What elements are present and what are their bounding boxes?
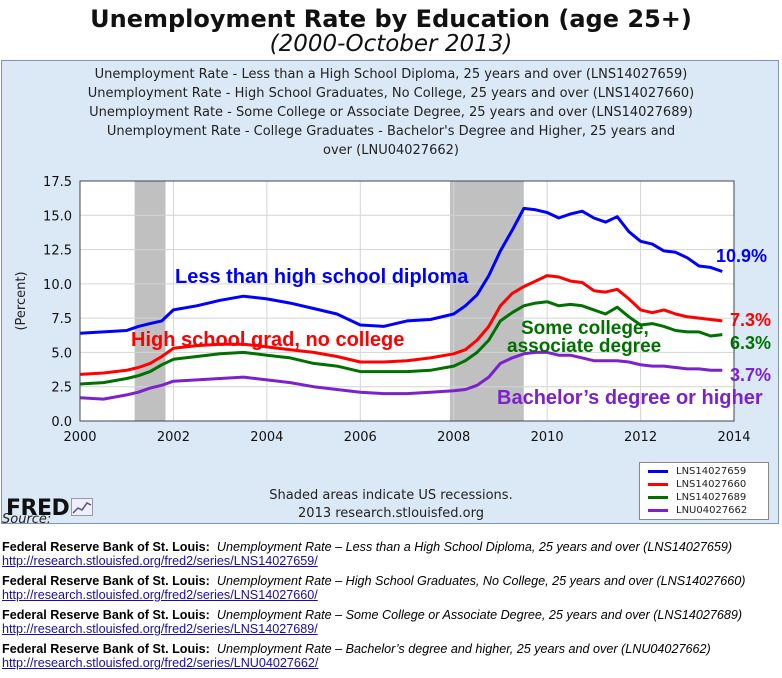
- chart-line-icon: [71, 498, 94, 516]
- source-org: Federal Reserve Bank of St. Louis:: [2, 608, 210, 622]
- legend-label: LNS14027660: [676, 479, 747, 490]
- end-value-label: 6.3%: [730, 333, 771, 353]
- end-value-label: 7.3%: [730, 310, 771, 330]
- source-description: Unemployment Rate – Some College or Asso…: [216, 608, 743, 622]
- x-tick-label: 2004: [250, 430, 283, 445]
- legend-label: LNS14027659: [676, 466, 747, 477]
- legend-label: LNU04027662: [676, 505, 748, 516]
- source-entry: Federal Reserve Bank of St. Louis: Unemp…: [2, 574, 780, 602]
- y-tick-label: 10.0: [43, 278, 72, 293]
- plot-border: [79, 180, 735, 422]
- page-subtitle: (2000-October 2013): [269, 31, 513, 57]
- source-link[interactable]: http://research.stlouisfed.org/fred2/ser…: [2, 554, 318, 568]
- series-annotation: Some college,: [521, 318, 649, 339]
- y-tick-label: 0.0: [51, 415, 72, 430]
- fred-logo: FRED: [6, 496, 94, 521]
- source-entry: Federal Reserve Bank of St. Louis: Unemp…: [2, 540, 780, 568]
- chart-legend: LNS14027659 LNS14027660 LNS14027689 LNU0…: [639, 462, 769, 520]
- source-label: Source:: [2, 512, 52, 527]
- y-axis-label: (Percent): [14, 271, 29, 330]
- legend-label: LNS14027689: [676, 492, 747, 503]
- chart-title-line: Unemployment Rate - Less than a High Sch…: [94, 67, 688, 82]
- y-tick-label: 7.5: [51, 312, 72, 327]
- x-tick-label: 2002: [157, 430, 190, 445]
- chart-title-line: over (LNU04027662): [323, 143, 459, 158]
- y-tick-label: 15.0: [43, 209, 72, 224]
- site-credit: 2013 research.stlouisfed.org: [298, 506, 484, 521]
- series-annotation: associate degree: [507, 336, 661, 357]
- source-link[interactable]: http://research.stlouisfed.org/fred2/ser…: [2, 656, 319, 670]
- source-link[interactable]: http://research.stlouisfed.org/fred2/ser…: [2, 622, 318, 636]
- recession-band: [449, 181, 524, 421]
- legend-swatch: [648, 482, 668, 486]
- y-tick-label: 2.5: [51, 381, 72, 396]
- recession-band: [134, 181, 166, 421]
- source-description: Unemployment Rate – Less than a High Sch…: [216, 540, 733, 554]
- series-line-LNS14027660: [79, 274, 723, 376]
- series-line-LNS14027659: [79, 206, 723, 335]
- series-annotation: Less than high school diploma: [175, 266, 469, 288]
- end-value-label: 3.7%: [730, 365, 771, 385]
- legend-item: LNS14027689: [648, 491, 746, 505]
- chart-title: Unemployment Rate - Less than a High Sch…: [0, 65, 782, 160]
- source-org: Federal Reserve Bank of St. Louis:: [2, 540, 210, 554]
- fred-logo-text: FRED: [6, 496, 70, 521]
- chart-title-line: Unemployment Rate - High School Graduate…: [87, 86, 695, 101]
- x-tick-label: 2010: [531, 430, 564, 445]
- plot-area: [79, 180, 735, 422]
- x-tick-label: 2014: [717, 430, 750, 445]
- series-annotation: Bachelor’s degree or higher: [497, 387, 763, 409]
- legend-item: LNS14027659: [648, 465, 746, 479]
- y-tick-label: 12.5: [43, 244, 72, 259]
- x-tick-label: 2012: [624, 430, 657, 445]
- series-line-LNS14027689: [79, 300, 723, 386]
- series-annotation: High school grad, no college: [131, 329, 404, 351]
- chart-title-line: Unemployment Rate - College Graduates - …: [106, 124, 676, 139]
- source-description: Unemployment Rate – Bachelor’s degree an…: [216, 642, 711, 656]
- x-tick-label: 2006: [344, 430, 377, 445]
- x-tick-label: 2008: [437, 430, 470, 445]
- source-description: Unemployment Rate – High School Graduate…: [216, 574, 746, 588]
- legend-item: LNU04027662: [648, 504, 747, 518]
- page-title: Unemployment Rate by Education (age 25+): [90, 5, 692, 33]
- legend-swatch: [648, 469, 668, 473]
- end-value-label: 10.9%: [716, 246, 767, 266]
- y-tick-label: 17.5: [43, 175, 72, 190]
- legend-swatch: [648, 495, 668, 499]
- x-tick-label: 2000: [63, 430, 96, 445]
- source-entry: Federal Reserve Bank of St. Louis: Unemp…: [2, 608, 780, 636]
- source-entry: Federal Reserve Bank of St. Louis: Unemp…: [2, 642, 780, 670]
- source-org: Federal Reserve Bank of St. Louis:: [2, 574, 210, 588]
- source-link[interactable]: http://research.stlouisfed.org/fred2/ser…: [2, 588, 318, 602]
- recession-note: Shaded areas indicate US recessions.: [269, 488, 513, 503]
- chart-title-line: Unemployment Rate - Some College or Asso…: [89, 105, 693, 120]
- legend-item: LNS14027660: [648, 478, 746, 492]
- source-org: Federal Reserve Bank of St. Louis:: [2, 642, 210, 656]
- sources-list: Federal Reserve Bank of St. Louis: Unemp…: [2, 540, 780, 676]
- y-tick-label: 5.0: [51, 346, 72, 361]
- series-line-LNU04027662: [79, 350, 723, 401]
- legend-swatch: [648, 508, 668, 512]
